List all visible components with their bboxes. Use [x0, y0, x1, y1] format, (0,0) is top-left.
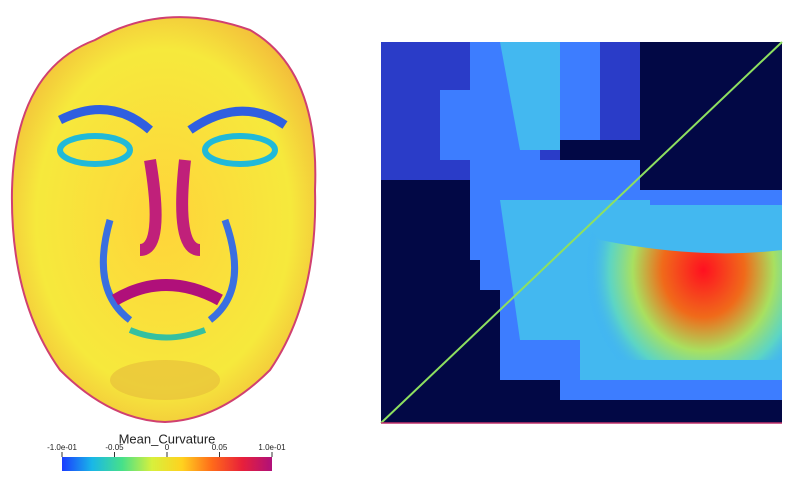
colorbar-ramp [62, 457, 272, 471]
tick-label: -0.05 [105, 443, 124, 452]
tick-label: 0 [165, 443, 170, 452]
tick-label: -1.0e-01 [47, 443, 77, 452]
colorbar: Mean_Curvature -1.0e-01 -0.05 0 0.05 1.0e-01 [47, 431, 286, 471]
face-mesh [10, 16, 317, 424]
colorbar-title: Mean_Curvature [119, 431, 216, 446]
tick-label: 0.05 [212, 443, 228, 452]
tick-label: 1.0e-01 [258, 443, 286, 452]
persistence-diagram [380, 41, 783, 424]
